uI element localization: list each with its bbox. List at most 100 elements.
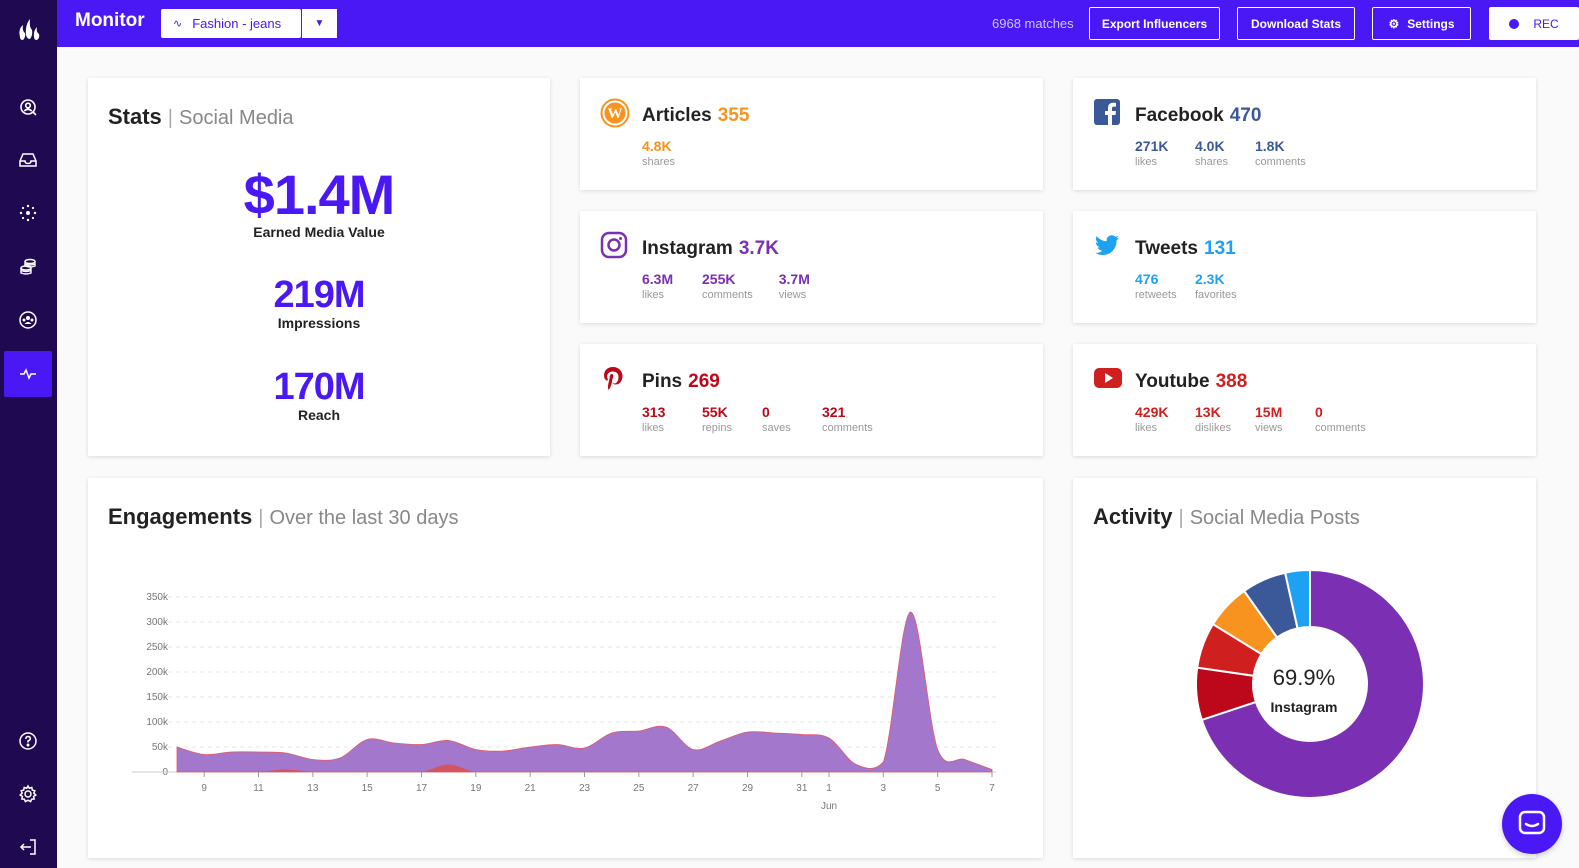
help-icon[interactable] bbox=[4, 718, 52, 764]
youtube-title: Youtube 388 bbox=[1135, 371, 1247, 393]
metric-value: 2.3K bbox=[1195, 271, 1225, 287]
metric-label: likes bbox=[1135, 422, 1158, 434]
instagram-card[interactable]: Instagram 3.7K 6.3M likes 255K comments 3.7… bbox=[580, 211, 1043, 323]
logout-icon[interactable] bbox=[4, 824, 52, 868]
x-tick-label: 5 bbox=[935, 783, 941, 794]
metric-label: comments bbox=[702, 289, 753, 301]
area-series-0[interactable] bbox=[176, 611, 993, 773]
activity-subtitle: Social Media Posts bbox=[1189, 507, 1360, 529]
inbox-icon[interactable] bbox=[4, 137, 52, 183]
month-label: Jun bbox=[821, 801, 837, 812]
engagements-card: Engagements|Over the last 30 days 050k10… bbox=[88, 478, 1043, 858]
articles-card[interactable]: W Articles 355 4.8K shares bbox=[580, 78, 1043, 190]
metric-label: views bbox=[1255, 422, 1283, 434]
metric-value: 476 bbox=[1135, 271, 1159, 287]
metric: 0 saves bbox=[762, 404, 796, 434]
metric-value: 321 bbox=[822, 404, 846, 420]
export-influencers-button[interactable]: Export Influencers bbox=[1089, 7, 1220, 40]
pins-count: 269 bbox=[688, 371, 720, 392]
pulse-icon: ∿ bbox=[173, 18, 183, 30]
donut-center-label: Instagram bbox=[1271, 699, 1338, 715]
chevron-down-icon[interactable]: ▼ bbox=[301, 9, 337, 38]
donut-slice-tweets[interactable] bbox=[1283, 568, 1311, 630]
tweets-metrics: 476 retweets 2.3K favorites bbox=[1135, 271, 1263, 301]
facebook-count: 470 bbox=[1229, 105, 1262, 126]
project-select[interactable]: ∿ Fashion - jeans bbox=[161, 9, 301, 38]
metric-value: 0 bbox=[1315, 404, 1323, 420]
metric: 0 comments bbox=[1315, 404, 1366, 434]
pinterest-icon bbox=[600, 364, 628, 392]
search-user-icon[interactable] bbox=[4, 84, 52, 130]
articles-metrics: 4.8K shares bbox=[642, 138, 701, 168]
metric: 13K dislikes bbox=[1195, 404, 1231, 434]
pins-name: Pins bbox=[642, 371, 683, 392]
settings-button[interactable]: ⚙ Settings bbox=[1372, 7, 1471, 40]
stats-title: Stats bbox=[108, 104, 162, 129]
metric-label: retweets bbox=[1135, 289, 1177, 301]
coins-icon[interactable] bbox=[4, 244, 52, 290]
facebook-card[interactable]: Facebook 470 271K likes 4.0K shares 1.8K com… bbox=[1073, 78, 1536, 190]
stats-subtitle: Social Media bbox=[179, 107, 294, 129]
x-tick-label: 7 bbox=[989, 783, 995, 794]
youtube-card[interactable]: Youtube 388 429K likes 13K dislikes 15M view… bbox=[1073, 344, 1536, 456]
top-bar: Monitor ∿ Fashion - jeans ▼ 6968 matches… bbox=[57, 0, 1579, 47]
metric-value: 55K bbox=[702, 404, 728, 420]
reach-value: 170M bbox=[273, 366, 365, 408]
x-tick-label: 31 bbox=[796, 783, 808, 794]
donut-slice-instagram[interactable] bbox=[1200, 568, 1425, 799]
record-dot-icon bbox=[1509, 18, 1520, 29]
logo-icon[interactable] bbox=[0, 8, 57, 52]
stats-card-header: Stats | Social Media bbox=[108, 104, 294, 129]
tweets-card[interactable]: Tweets 131 476 retweets 2.3K favorites bbox=[1073, 211, 1536, 323]
gear-icon: ⚙ bbox=[1388, 16, 1400, 31]
metric: 4.0K shares bbox=[1195, 138, 1229, 168]
y-tick-label: 50k bbox=[152, 742, 169, 753]
metric-label: likes bbox=[642, 422, 665, 434]
metric-label: comments bbox=[822, 422, 873, 434]
metric: 6.3M likes bbox=[642, 271, 676, 301]
metric-value: 255K bbox=[702, 271, 736, 287]
x-tick-label: 3 bbox=[881, 783, 887, 794]
x-tick-label: 29 bbox=[742, 783, 754, 794]
articles-count: 355 bbox=[717, 105, 750, 126]
y-tick-label: 100k bbox=[146, 717, 169, 728]
articles-name: Articles bbox=[642, 105, 712, 126]
pins-card[interactable]: Pins 269 313 likes 55K repins 0 saves 321 com… bbox=[580, 344, 1043, 456]
pulse-icon[interactable] bbox=[4, 351, 52, 397]
instagram-icon bbox=[600, 231, 628, 259]
project-label: Fashion - jeans bbox=[192, 16, 282, 31]
metric: 1.8K comments bbox=[1255, 138, 1306, 168]
facebook-name: Facebook bbox=[1135, 105, 1224, 126]
x-tick-label: 19 bbox=[470, 783, 482, 794]
activity-card-header: Activity | Social Media Posts bbox=[1093, 504, 1360, 529]
x-tick-label: 27 bbox=[688, 783, 700, 794]
metric: 4.8K shares bbox=[642, 138, 675, 168]
x-tick-label: 25 bbox=[633, 783, 645, 794]
rec-button[interactable]: REC bbox=[1489, 7, 1579, 40]
twitter-icon bbox=[1093, 231, 1121, 259]
network-icon[interactable] bbox=[4, 190, 52, 236]
metric-value: 15M bbox=[1255, 404, 1283, 420]
metric-label: favorites bbox=[1195, 289, 1237, 301]
instagram-count: 3.7K bbox=[738, 238, 779, 259]
impressions-stat: 219M Impressions bbox=[88, 273, 550, 331]
download-stats-button[interactable]: Download Stats bbox=[1237, 7, 1355, 40]
x-tick-label: 1 bbox=[826, 783, 832, 794]
metric-label: comments bbox=[1255, 156, 1306, 168]
community-icon[interactable] bbox=[4, 297, 52, 343]
chat-button[interactable] bbox=[1502, 794, 1562, 854]
metric-label: likes bbox=[642, 289, 665, 301]
activity-card: Activity | Social Media Posts 69.9% Instag… bbox=[1073, 478, 1536, 858]
instagram-title: Instagram 3.7K bbox=[642, 238, 779, 260]
settings-icon[interactable] bbox=[4, 771, 52, 817]
engagements-chart[interactable]: 050k100k150k200k250k300k350k911131517192… bbox=[88, 478, 1043, 858]
wordpress-icon: W bbox=[600, 98, 630, 128]
instagram-name: Instagram bbox=[642, 238, 733, 259]
activity-donut-chart[interactable]: 69.9% Instagram bbox=[1073, 478, 1536, 858]
metric: 55K repins bbox=[702, 404, 736, 434]
svg-text:W: W bbox=[608, 106, 623, 122]
tweets-title: Tweets 131 bbox=[1135, 238, 1236, 260]
metric-value: 6.3M bbox=[642, 271, 674, 287]
metric: 321 comments bbox=[822, 404, 873, 434]
metric-label: repins bbox=[702, 422, 732, 434]
